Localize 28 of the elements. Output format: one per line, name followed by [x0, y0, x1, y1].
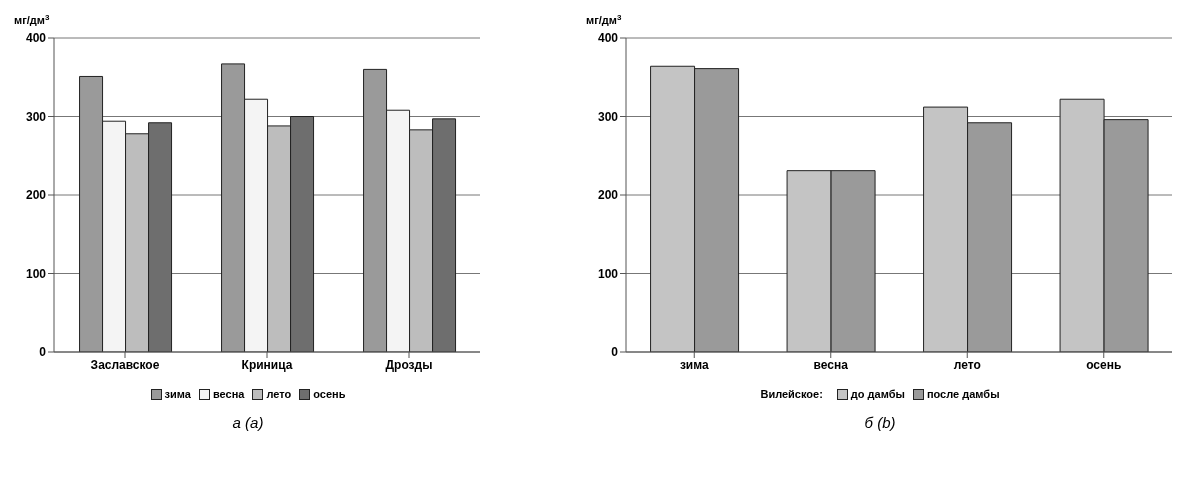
y-tick-label: 100 [597, 266, 619, 281]
x-tick-label: лето [953, 357, 981, 372]
legend-label: весна [211, 388, 245, 400]
x-tick-label: Дрозды [385, 357, 433, 372]
x-tick-label: весна [813, 357, 849, 372]
y-axis-title: мг/дм$^{3}$ [586, 12, 622, 26]
text: б (b) [863, 414, 897, 431]
legend-label: осень [312, 388, 346, 400]
legend-label: до дамбы [849, 388, 905, 400]
y-tick-label: 100 [25, 266, 47, 281]
y-tick-label: 400 [25, 31, 47, 46]
text: а (a) [231, 414, 265, 431]
y-tick-label: 300 [25, 109, 47, 124]
legend-label: после дамбы [925, 388, 1000, 400]
x-tick-label: осень [1086, 357, 1122, 372]
y-tick-label: 300 [597, 109, 619, 124]
y-tick-label: 0 [39, 345, 47, 360]
legend-label: лето [265, 388, 292, 400]
x-tick-label: Криница [241, 357, 293, 372]
legend-title: Вилейское: [760, 388, 823, 400]
y-tick-label: 200 [25, 188, 47, 203]
x-tick-label: Заславское [90, 357, 160, 372]
legend-label: зима [163, 388, 191, 400]
y-tick-label: 400 [597, 31, 619, 46]
y-tick-label: 0 [611, 345, 619, 360]
x-tick-label: зима [679, 357, 709, 372]
y-axis-title: мг/дм$^{3}$ [14, 12, 50, 26]
y-tick-label: 200 [597, 188, 619, 203]
